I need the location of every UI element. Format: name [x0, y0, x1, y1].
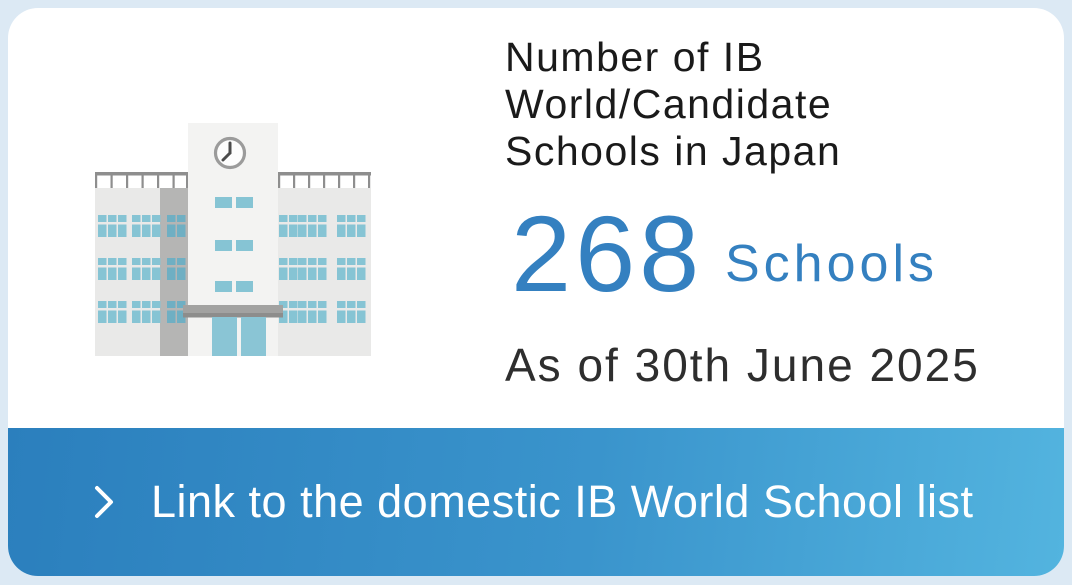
card-title-line1: Number of IB — [505, 34, 765, 80]
roof-railing — [95, 172, 371, 188]
as-of-date: As of 30th June 2025 — [505, 339, 980, 391]
card-title-line3: Schools in Japan — [505, 128, 842, 174]
card-title-line2: World/Candidate — [505, 81, 833, 127]
ib-school-list-link[interactable]: Link to the domestic IB World School lis… — [8, 428, 1064, 576]
ib-schools-card: Number of IB World/Candidate Schools in … — [8, 8, 1064, 576]
school-building-illustration — [95, 123, 371, 356]
school-count-unit: Schools — [725, 235, 938, 293]
card-title: Number of IB World/Candidate Schools in … — [505, 34, 841, 175]
clock-icon — [213, 136, 247, 170]
chevron-right-icon — [95, 486, 113, 518]
link-label: Link to the domestic IB World School lis… — [151, 476, 974, 527]
school-count: 268 — [511, 193, 704, 314]
tower-windows — [215, 197, 253, 292]
entrance-canopy — [183, 305, 283, 313]
entrance-doors — [212, 317, 266, 356]
